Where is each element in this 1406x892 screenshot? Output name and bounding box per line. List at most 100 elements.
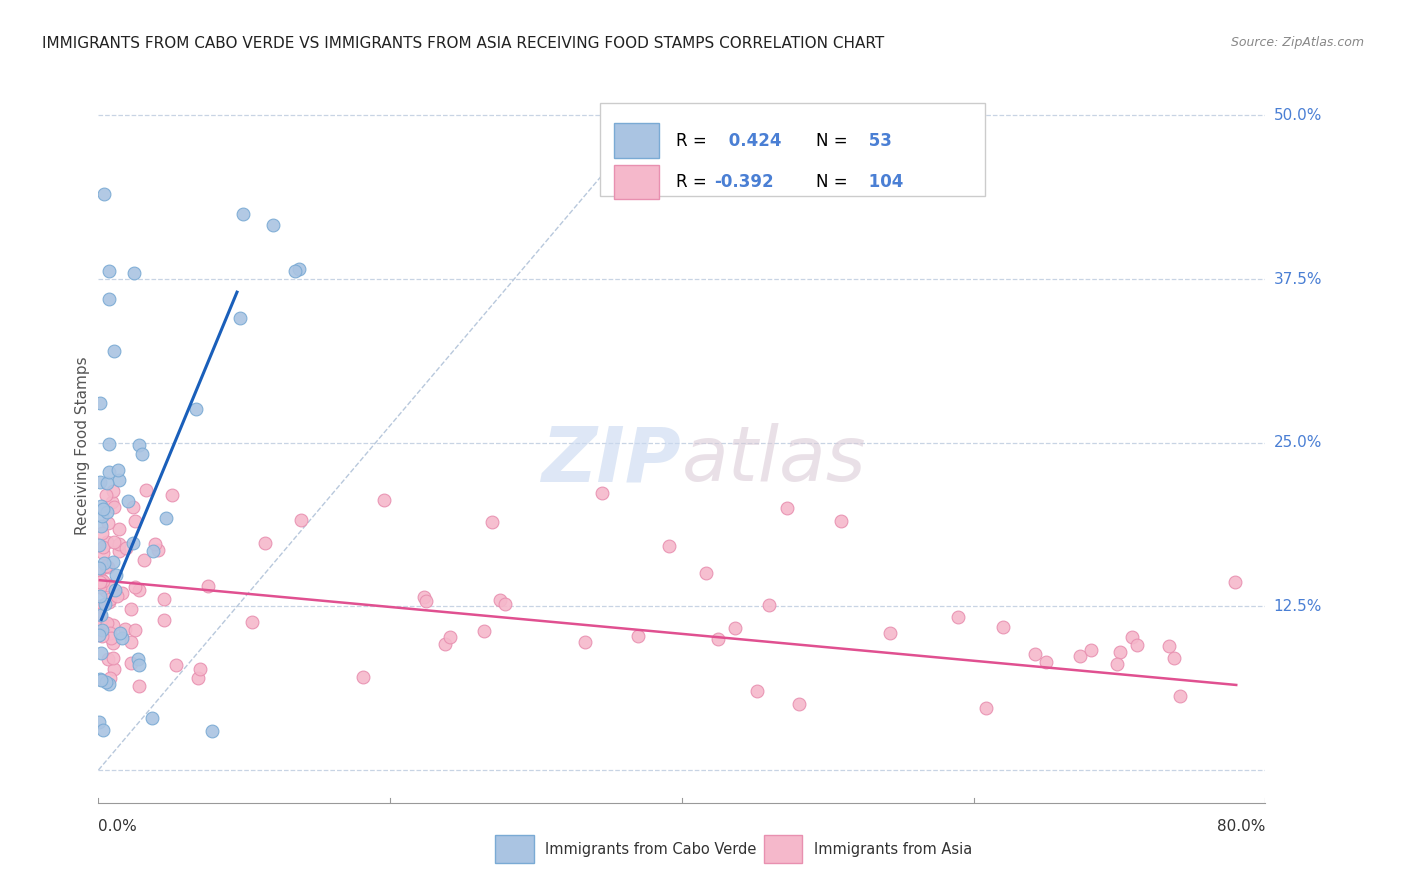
Point [353, 670, 375, 684]
Text: 104: 104 [863, 173, 903, 191]
Point [627, 629, 650, 643]
Point [758, 598, 780, 612]
Point [434, 637, 457, 651]
Point [143, 537, 166, 551]
Point [94, 675, 117, 690]
Text: R =: R = [676, 132, 711, 150]
Point [98, 671, 121, 685]
Point [91, 723, 114, 738]
Bar [495, 835, 534, 863]
Point [111, 586, 134, 600]
Point [89, 396, 111, 410]
Point [1108, 645, 1130, 659]
Point [91, 615, 114, 629]
Point [94, 597, 117, 611]
Point [97, 652, 120, 666]
Point [93, 556, 115, 570]
Point [142, 544, 165, 558]
Point [101, 495, 124, 509]
Point [120, 634, 142, 648]
Point [165, 657, 187, 672]
Point [1035, 655, 1057, 669]
Point [135, 483, 157, 497]
Point [974, 701, 997, 715]
Point [188, 662, 211, 676]
Text: N =: N = [815, 132, 853, 150]
Point [197, 579, 219, 593]
Point [262, 218, 284, 232]
Point [103, 618, 125, 632]
Point [98, 465, 121, 479]
Point [481, 516, 503, 530]
Point [155, 510, 177, 524]
Point [89, 560, 111, 574]
Point [89, 615, 111, 629]
Point [111, 632, 134, 646]
Point [124, 514, 146, 528]
Point [1105, 657, 1128, 671]
Text: IMMIGRANTS FROM CABO VERDE VS IMMIGRANTS FROM ASIA RECEIVING FOOD STAMPS CORRELA: IMMIGRANTS FROM CABO VERDE VS IMMIGRANTS… [42, 36, 884, 51]
Text: Immigrants from Asia: Immigrants from Asia [814, 842, 972, 856]
Point [89, 607, 111, 622]
Point [160, 487, 183, 501]
Point [120, 602, 142, 616]
Point [114, 622, 136, 636]
Text: 37.5%: 37.5% [1274, 271, 1322, 286]
Point [131, 447, 153, 461]
Point [90, 518, 112, 533]
Point [122, 266, 145, 280]
Point [98, 264, 121, 278]
Point [89, 580, 111, 594]
Point [141, 711, 163, 725]
Point [91, 509, 114, 524]
Point [124, 623, 146, 637]
Text: R =: R = [676, 173, 711, 191]
Point [991, 620, 1014, 634]
Point [101, 636, 124, 650]
Point [114, 541, 136, 555]
Point [591, 486, 613, 500]
Point [132, 553, 155, 567]
Point [439, 630, 461, 644]
Point [724, 621, 747, 635]
Point [789, 697, 811, 711]
Point [89, 599, 111, 614]
Point [1069, 648, 1091, 663]
Point [105, 567, 128, 582]
Point [658, 539, 681, 553]
Point [90, 572, 112, 586]
Point [830, 514, 852, 528]
Point [89, 599, 111, 614]
Point [103, 534, 125, 549]
Point [91, 502, 114, 516]
Point [228, 310, 250, 325]
Point [96, 558, 118, 573]
Text: ZIP: ZIP [543, 424, 682, 497]
Point [100, 631, 122, 645]
Text: 0.424: 0.424 [723, 132, 782, 150]
Point [89, 574, 111, 589]
Text: 80.0%: 80.0% [1218, 819, 1265, 833]
Point [128, 583, 150, 598]
Point [153, 591, 176, 606]
Point [127, 652, 149, 666]
Point [97, 516, 120, 531]
Point [1080, 642, 1102, 657]
Point [373, 493, 395, 508]
Point [184, 402, 207, 417]
Point [415, 594, 437, 608]
Point [90, 561, 112, 575]
Point [96, 535, 118, 549]
Point [89, 628, 111, 642]
Point [1126, 639, 1149, 653]
Point [775, 501, 797, 516]
Point [146, 543, 169, 558]
Point [121, 500, 143, 515]
Point [1223, 575, 1246, 590]
Point [96, 616, 118, 631]
Text: 0.0%: 0.0% [98, 819, 138, 833]
Point [287, 261, 309, 276]
Y-axis label: Receiving Food Stamps: Receiving Food Stamps [75, 357, 90, 535]
Point [574, 635, 596, 649]
Point [946, 610, 969, 624]
